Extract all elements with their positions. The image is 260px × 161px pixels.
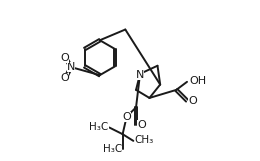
Text: H₃C: H₃C (89, 123, 108, 133)
Text: H₃C: H₃C (103, 144, 122, 154)
Text: O: O (122, 112, 131, 122)
Text: O: O (137, 120, 146, 130)
Text: O: O (60, 53, 69, 63)
Text: N: N (67, 62, 75, 72)
Text: OH: OH (190, 76, 207, 85)
Text: CH₃: CH₃ (135, 135, 154, 145)
Text: O: O (188, 96, 197, 106)
Text: O: O (60, 73, 69, 83)
Text: N: N (136, 70, 144, 80)
